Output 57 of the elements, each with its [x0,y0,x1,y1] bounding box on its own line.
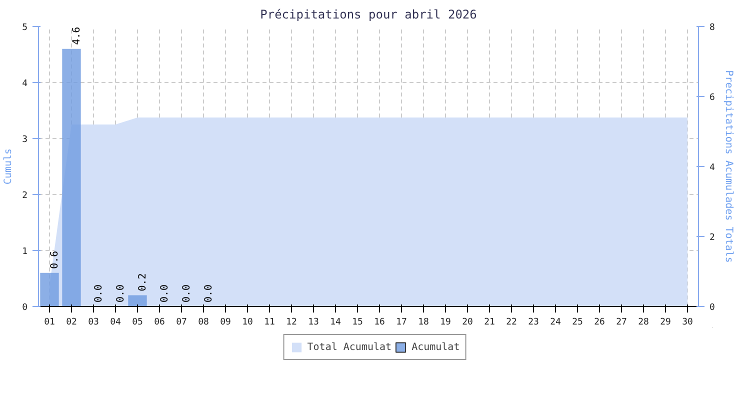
y-tick-label: 1 [22,247,28,257]
data-label: 0.0 [159,284,170,302]
data-label: 0.0 [203,284,214,302]
x-tick-label: 21 [484,318,495,328]
x-tick-label: 13 [308,318,319,328]
x-tick-label: 08 [198,318,209,328]
x-tick-label: 11 [264,318,275,328]
x-tick-label: 28 [638,318,649,328]
data-label: 0.2 [137,273,148,292]
x-tick-label: 07 [176,318,187,328]
bar [40,272,59,306]
x-tick-label: 16 [374,318,385,328]
y-tick-label: 2 [22,191,28,201]
x-tick-label: 26 [594,318,605,328]
data-label: 0.6 [49,250,60,269]
x-tick-label: 17 [396,318,407,328]
y-tick-label: 0 [22,303,28,313]
y2-tick-label: 2 [710,233,715,243]
x-tick-label: 20 [462,318,473,328]
x-tick-label: 30 [682,318,693,328]
legend-label: Acumulat [412,341,460,353]
x-tick-label: 01 [44,318,55,328]
y2-tick-label: 4 [710,163,715,173]
x-tick-label: 05 [132,318,143,328]
data-label: 0.0 [115,284,126,302]
legend-label: Total Acumulat [307,341,392,353]
chart-title: Précipitations pour abril 2026 [260,8,477,22]
y-tick-label: 3 [22,135,28,145]
y-axis-title: Cumuls [3,148,14,185]
data-label: 0.0 [181,284,192,302]
data-label: 0.0 [93,284,104,302]
x-tick-label: 19 [440,318,451,328]
bar [62,48,81,306]
x-tick-label: 18 [418,318,429,328]
x-tick-label: 15 [352,318,363,328]
y-tick-label: 4 [22,79,28,89]
x-tick-label: 22 [506,318,517,328]
x-tick-label: 14 [330,318,341,328]
x-tick-label: 02 [66,318,77,328]
x-tick-label: 10 [242,318,253,328]
x-tick-label: 24 [550,318,561,328]
x-tick-label: 06 [154,318,165,328]
bar [128,295,147,306]
y2-tick-label: 8 [710,23,715,33]
x-tick-label: 03 [88,318,99,328]
x-tick-label: 23 [528,318,539,328]
y2-axis-title: Precipitations Acumulades Totals [722,70,734,263]
x-tick-label: 04 [110,318,121,328]
x-tick-label: 25 [572,318,583,328]
x-tick-label: 29 [660,318,671,328]
y-tick-label: 5 [22,23,28,33]
y2-tick-label: 6 [710,93,715,103]
data-label: 4.6 [71,26,82,45]
y2-tick-label: 0 [710,303,715,313]
x-tick-label: 27 [616,318,627,328]
x-tick-label: 12 [286,318,297,328]
x-tick-label: 09 [220,318,231,328]
